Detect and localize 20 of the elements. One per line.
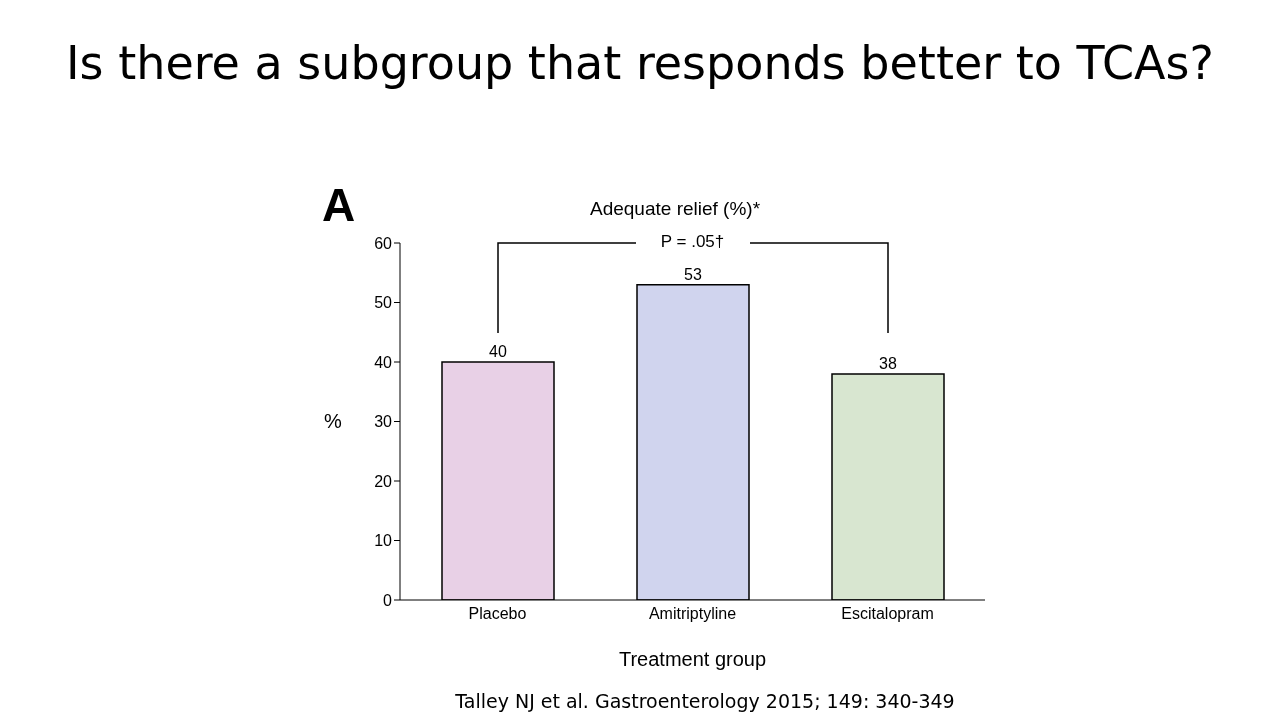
text: Talley NJ et al. Gastroenterology 2015; 149: 340-349 [454,690,956,712]
text: A [322,178,356,232]
data-label: 40 [489,343,507,360]
y-tick-label: 40 [374,353,393,371]
y-tick-label: 60 [374,234,393,252]
y-tick-label: 0 [383,591,393,609]
annotation: P = .05† [659,232,726,252]
x-axis-title: Treatment group [617,648,768,671]
x-tick-label: Placebo [468,605,527,623]
y-tick-label: 30 [374,413,393,431]
y-axis-title: % [324,410,342,433]
chart-subtitle: Adequate relief (%)* [590,198,761,220]
y-tick-label: 20 [374,472,393,490]
chart-title: Is there a subgroup that responds better to TCAs? [65,36,1215,90]
data-label: 53 [684,265,702,283]
x-tick-label: Escitalopram [841,605,934,623]
y-tick-label: 50 [374,294,393,312]
x-tick-label: Amitriptyline [648,605,737,623]
data-label: 38 [879,354,897,372]
y-tick-label: 10 [374,532,393,550]
